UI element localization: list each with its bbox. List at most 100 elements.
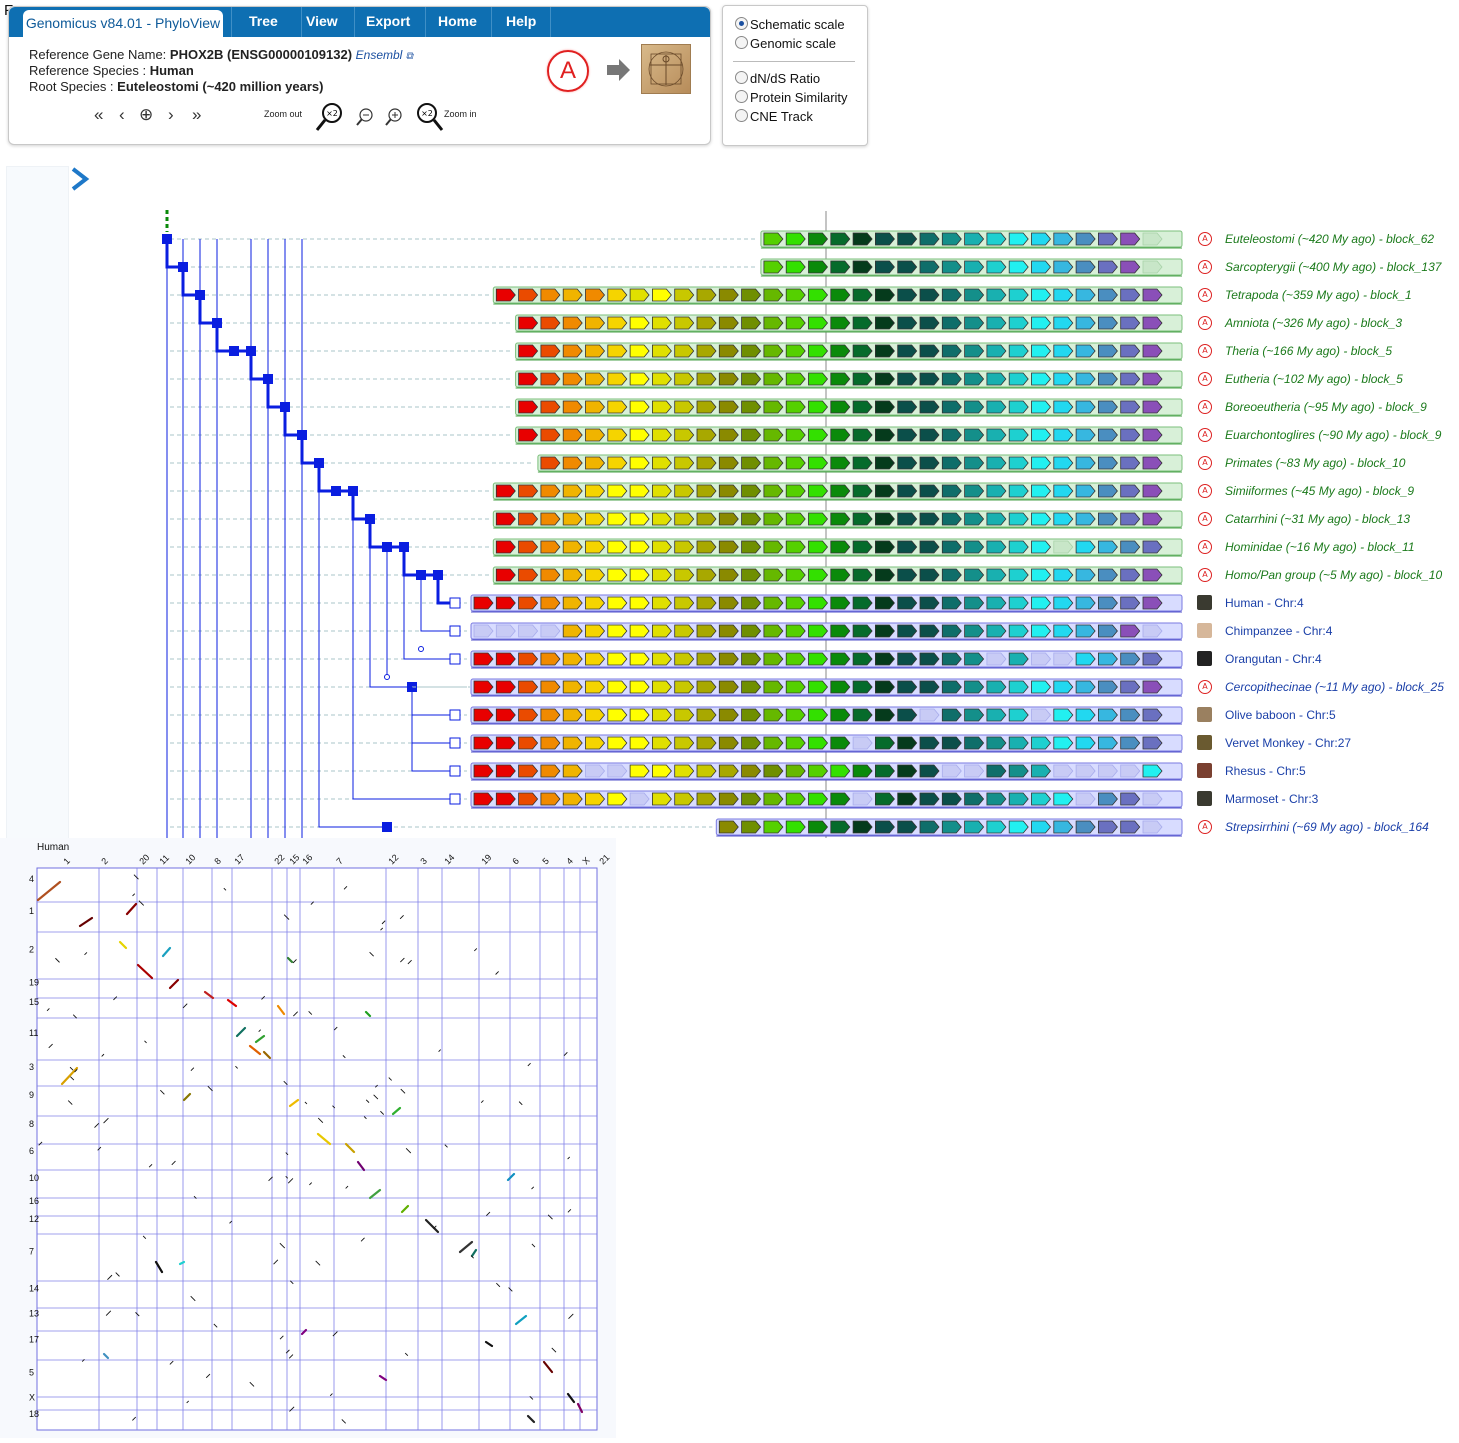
- zoom-out-icon[interactable]: [355, 107, 375, 132]
- row-label[interactable]: Olive baboon - Chr:5: [1225, 708, 1336, 722]
- ancestor-icon[interactable]: A: [1198, 288, 1212, 302]
- gene-arrow: [607, 400, 628, 414]
- gene-arrow: [1142, 512, 1163, 526]
- menu-export[interactable]: Export: [366, 13, 411, 29]
- row-label[interactable]: Boreoeutheria (~95 My ago) - block_9: [1225, 400, 1427, 414]
- radio-icon[interactable]: [735, 17, 748, 30]
- row-label[interactable]: Amniota (~326 My ago) - block_3: [1225, 316, 1403, 330]
- ancestor-icon[interactable]: A: [1198, 372, 1212, 386]
- row-label[interactable]: Hominidae (~16 My ago) - block_11: [1225, 540, 1415, 554]
- expand-sidebar-chevron-icon[interactable]: [68, 166, 94, 197]
- gene-arrow: [941, 456, 962, 470]
- radio-icon[interactable]: [735, 36, 748, 49]
- gene-arrow: [785, 344, 806, 358]
- row-label[interactable]: Strepsirrhini (~69 My ago) - block_164: [1225, 820, 1429, 834]
- species-photo-icon[interactable]: [1197, 763, 1212, 778]
- ancestor-icon[interactable]: A: [1198, 540, 1212, 554]
- gene-arrow: [1053, 820, 1074, 834]
- species-photo-icon[interactable]: [1197, 791, 1212, 806]
- gene-arrow: [964, 568, 985, 582]
- gene-arrow: [919, 596, 940, 610]
- ancestor-icon[interactable]: A: [1198, 484, 1212, 498]
- row-label[interactable]: Cercopithecinae (~11 My ago) - block_25: [1225, 680, 1444, 694]
- radio-icon[interactable]: [735, 71, 748, 84]
- gene-arrow: [897, 820, 918, 834]
- synteny-dot: [405, 1148, 412, 1154]
- menu-help[interactable]: Help: [506, 13, 537, 29]
- gene-arrow: [830, 232, 851, 246]
- schematic-scale-option[interactable]: Schematic scale: [735, 17, 845, 32]
- gene-arrow: [696, 652, 717, 666]
- species-photo-icon[interactable]: [1197, 707, 1212, 722]
- row-label[interactable]: Eutheria (~102 My ago) - block_5: [1225, 372, 1403, 386]
- ancestor-icon[interactable]: A: [1198, 232, 1212, 246]
- gene-arrow: [607, 540, 628, 554]
- ancestor-icon[interactable]: A: [1198, 316, 1212, 330]
- menu-tree[interactable]: Tree: [249, 13, 278, 29]
- row-label[interactable]: Orangutan - Chr:4: [1225, 652, 1322, 666]
- center-icon[interactable]: ⊕: [139, 105, 154, 124]
- species-photo-icon[interactable]: [1197, 595, 1212, 610]
- synteny-dot: [287, 1178, 294, 1184]
- row-label[interactable]: Simiiformes (~45 My ago) - block_9: [1225, 484, 1415, 498]
- ancestor-icon[interactable]: A: [1198, 568, 1212, 582]
- row-label[interactable]: Vervet Monkey - Chr:27: [1225, 736, 1352, 750]
- zoom-in-x2-icon[interactable]: ×2: [413, 101, 445, 138]
- menu-home[interactable]: Home: [438, 13, 477, 29]
- radio-icon[interactable]: [735, 90, 748, 103]
- ancestor-icon[interactable]: A: [1198, 344, 1212, 358]
- gene-arrow: [1031, 232, 1052, 246]
- species-photo-icon[interactable]: [1197, 735, 1212, 750]
- row-label[interactable]: Euteleostomi (~420 My ago) - block_62: [1225, 232, 1435, 246]
- menu-view[interactable]: View: [306, 13, 338, 29]
- dotplot-x-label: 20: [137, 852, 151, 866]
- row-label[interactable]: Sarcopterygii (~400 My ago) - block_137: [1225, 260, 1442, 274]
- ensembl-link[interactable]: Ensembl ⧉: [355, 48, 413, 62]
- zoom-out-x2-icon[interactable]: ×2: [314, 101, 346, 138]
- app-title-tab[interactable]: Genomicus v84.01 - PhyloView: [23, 10, 223, 37]
- row-label[interactable]: Rhesus - Chr:5: [1225, 764, 1306, 778]
- row-label[interactable]: Euarchontoglires (~90 My ago) - block_9: [1225, 428, 1442, 442]
- row-label[interactable]: Chimpanzee - Chr:4: [1225, 624, 1333, 638]
- first-page-icon[interactable]: «: [94, 105, 104, 124]
- gene-arrow: [562, 624, 583, 638]
- gene-arrow: [718, 624, 739, 638]
- species-photo-icon[interactable]: [1197, 651, 1212, 666]
- ancestor-icon[interactable]: A: [1198, 400, 1212, 414]
- ancestor-icon[interactable]: A: [1198, 456, 1212, 470]
- gene-arrow: [941, 736, 962, 750]
- gene-arrow: [964, 232, 985, 246]
- dnds-ratio-option[interactable]: dN/dS Ratio: [735, 71, 820, 86]
- gene-arrow: [830, 568, 851, 582]
- gene-arrow: [718, 540, 739, 554]
- synteny-segment: [542, 1360, 554, 1374]
- row-label[interactable]: Catarrhini (~31 My ago) - block_13: [1225, 512, 1411, 526]
- genomic-scale-option[interactable]: Genomic scale: [735, 36, 836, 51]
- ancestor-icon[interactable]: A: [1198, 428, 1212, 442]
- row-label[interactable]: Marmoset - Chr:3: [1225, 792, 1319, 806]
- gene-arrow: [696, 456, 717, 470]
- protein-similarity-option[interactable]: Protein Similarity: [735, 90, 848, 105]
- row-label[interactable]: Homo/Pan group (~5 My ago) - block_10: [1225, 568, 1443, 582]
- ancestor-icon[interactable]: A: [1198, 512, 1212, 526]
- radio-icon[interactable]: [735, 109, 748, 122]
- species-photo-icon[interactable]: [1197, 623, 1212, 638]
- ancestor-icon[interactable]: A: [1198, 680, 1212, 694]
- row-label[interactable]: Tetrapoda (~359 My ago) - block_1: [1225, 288, 1412, 302]
- next-icon[interactable]: ›: [168, 105, 174, 124]
- previous-icon[interactable]: ‹: [119, 105, 125, 124]
- last-page-icon[interactable]: »: [192, 105, 202, 124]
- ancestor-a-icon[interactable]: A: [547, 50, 589, 92]
- ancestor-icon[interactable]: A: [1198, 260, 1212, 274]
- gene-arrow: [897, 568, 918, 582]
- gene-arrow: [919, 512, 940, 526]
- cne-track-option[interactable]: CNE Track: [735, 109, 813, 124]
- vitruvian-thumbnail[interactable]: [641, 44, 691, 94]
- row-label[interactable]: Primates (~83 My ago) - block_10: [1225, 456, 1406, 470]
- zoom-in-icon[interactable]: [384, 107, 404, 132]
- ancestor-icon[interactable]: A: [1198, 820, 1212, 834]
- row-label[interactable]: Human - Chr:4: [1225, 596, 1304, 610]
- gene-arrow: [919, 428, 940, 442]
- row-label[interactable]: Theria (~166 My ago) - block_5: [1225, 344, 1393, 358]
- gene-arrow: [875, 680, 895, 694]
